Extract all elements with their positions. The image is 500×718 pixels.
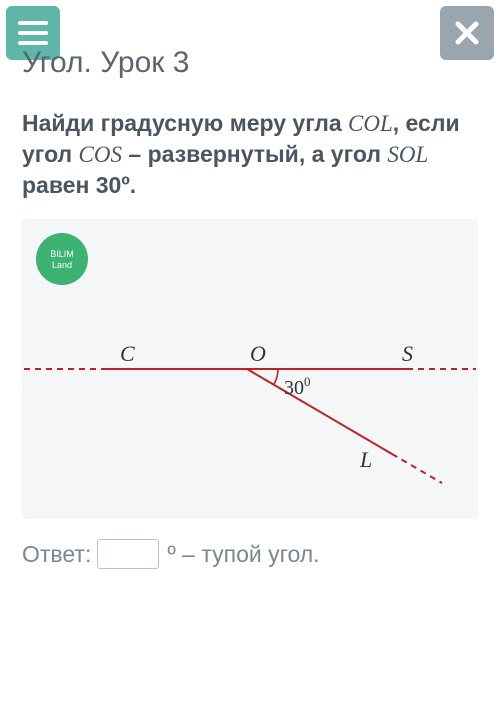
answer-suffix: º – тупой угол. <box>167 541 319 568</box>
bilim-badge <box>36 233 88 285</box>
close-icon <box>454 20 480 46</box>
label-s: S <box>402 341 413 366</box>
q-part: – развернутый, а угол <box>122 141 387 167</box>
label-l: L <box>359 447 372 472</box>
q-part: равен 30º. <box>22 172 136 198</box>
angle-value: 300 <box>284 374 311 399</box>
label-o: O <box>250 341 266 366</box>
question-text: Найди градусную меру угла COL, если угол… <box>22 108 478 201</box>
bilim-text1: BILIM <box>50 249 74 259</box>
answer-input[interactable] <box>97 539 159 569</box>
q-math: SOL <box>387 142 428 167</box>
content: Угол. Урок 3 Найди градусную меру угла C… <box>0 46 500 569</box>
close-button[interactable] <box>440 6 494 60</box>
menu-icon <box>18 41 48 45</box>
angle-diagram: BILIM Land C O S L 300 <box>22 219 478 519</box>
q-math: COS <box>79 142 122 167</box>
angle-arc <box>274 369 278 385</box>
label-c: C <box>120 341 135 366</box>
q-math: COL <box>348 111 393 136</box>
line-ol <box>247 369 392 454</box>
menu-icon <box>18 31 48 35</box>
q-part: Найди градусную меру угла <box>22 110 348 136</box>
menu-icon <box>18 21 48 25</box>
page-title: Угол. Урок 3 <box>22 46 478 80</box>
bilim-text2: Land <box>52 260 72 270</box>
answer-label: Ответ: <box>22 541 91 568</box>
diagram-container: BILIM Land C O S L 300 <box>22 219 478 519</box>
answer-row: Ответ: º – тупой угол. <box>22 539 478 569</box>
dash-ol <box>392 454 442 483</box>
